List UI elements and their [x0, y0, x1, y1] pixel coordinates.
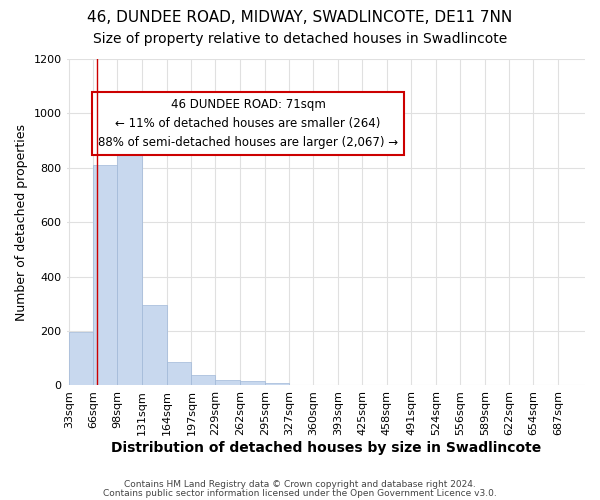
- Bar: [215, 380, 240, 386]
- Bar: [118, 135, 142, 386]
- Bar: [240, 382, 265, 386]
- Text: 46, DUNDEE ROAD, MIDWAY, SWADLINCOTE, DE11 7NN: 46, DUNDEE ROAD, MIDWAY, SWADLINCOTE, DE…: [88, 10, 512, 25]
- Bar: [167, 362, 191, 386]
- X-axis label: Distribution of detached houses by size in Swadlincote: Distribution of detached houses by size …: [110, 441, 541, 455]
- Bar: [69, 332, 94, 386]
- Bar: [94, 165, 118, 386]
- Text: 46 DUNDEE ROAD: 71sqm
← 11% of detached houses are smaller (264)
88% of semi-det: 46 DUNDEE ROAD: 71sqm ← 11% of detached …: [98, 98, 398, 149]
- Bar: [142, 305, 167, 386]
- Bar: [265, 382, 289, 386]
- Text: Contains public sector information licensed under the Open Government Licence v3: Contains public sector information licen…: [103, 488, 497, 498]
- Y-axis label: Number of detached properties: Number of detached properties: [15, 124, 28, 320]
- Text: Contains HM Land Registry data © Crown copyright and database right 2024.: Contains HM Land Registry data © Crown c…: [124, 480, 476, 489]
- Bar: [191, 375, 215, 386]
- Text: Size of property relative to detached houses in Swadlincote: Size of property relative to detached ho…: [93, 32, 507, 46]
